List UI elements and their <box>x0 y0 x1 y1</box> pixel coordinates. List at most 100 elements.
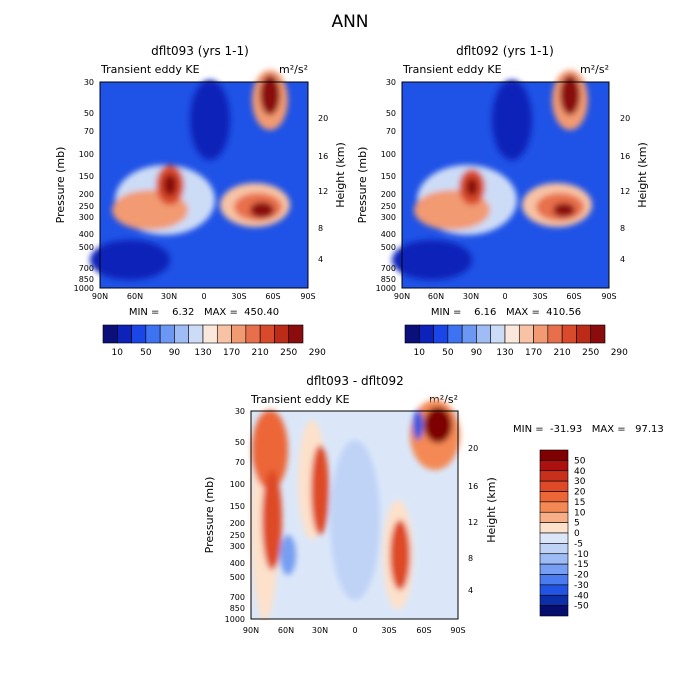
colorbar-label: -20 <box>574 571 589 581</box>
y-tick-label: 100 <box>79 150 94 159</box>
colorbar-swatch <box>539 584 569 596</box>
colorbar-swatch <box>539 480 569 492</box>
colorbar-swatch <box>590 324 606 344</box>
colorbar-swatch <box>174 324 190 344</box>
y-tick-label: 500 <box>79 243 94 252</box>
colorbar-swatch <box>539 563 569 575</box>
panel-subtitle: Transient eddy KE <box>100 63 200 76</box>
colorbar-label: -5 <box>574 539 583 549</box>
colorbar-swatch <box>116 324 132 344</box>
colorbar-swatch <box>539 532 569 544</box>
y-tick-label: 700 <box>79 264 94 273</box>
y-tick-label: 150 <box>381 172 396 181</box>
x-tick-label: 30S <box>532 292 547 301</box>
y-tick-label: 500 <box>230 573 245 582</box>
y-tick-label: 30 <box>386 78 396 87</box>
y-axis-title-right: Height (km) <box>334 142 347 208</box>
plot-area <box>392 70 610 289</box>
y-tick-label: 100 <box>381 150 396 159</box>
x-tick-label: 60N <box>127 292 143 301</box>
colorbar-label: -40 <box>574 591 589 601</box>
colorbar-label: 10 <box>112 348 124 358</box>
y-tick-label: 150 <box>79 172 94 181</box>
y-tick-label: 700 <box>381 264 396 273</box>
y-tick-label: 50 <box>386 109 396 118</box>
y-axis-title: Pressure (mb) <box>203 477 216 554</box>
y-tick-label: 70 <box>386 127 396 136</box>
panel-subtitle: Transient eddy KE <box>402 63 502 76</box>
colorbar-swatch <box>539 511 569 523</box>
colorbar-label: 290 <box>611 348 628 358</box>
colorbar-swatch <box>539 522 569 534</box>
colorbar-swatch <box>288 324 304 344</box>
plot-area <box>250 400 460 620</box>
colorbar-label: 210 <box>252 348 269 358</box>
colorbar-swatch <box>539 460 569 472</box>
x-tick-label: 90S <box>450 626 465 635</box>
y-tick-label: 300 <box>381 213 396 222</box>
y-tick-label: 1000 <box>376 284 396 293</box>
y-tick-label: 150 <box>230 502 245 511</box>
height-tick-label: 8 <box>620 224 625 233</box>
colorbar-swatch <box>561 324 577 344</box>
y-axis-title-right: Height (km) <box>636 142 649 208</box>
colorbar-swatch <box>533 324 549 344</box>
y-tick-label: 200 <box>79 190 94 199</box>
y-axis-title-right: Height (km) <box>485 477 498 543</box>
x-tick-label: 30S <box>231 292 246 301</box>
colorbar-swatch <box>433 324 449 344</box>
x-tick-label: 0 <box>502 292 507 301</box>
height-tick-label: 12 <box>468 518 478 527</box>
y-tick-label: 500 <box>381 243 396 252</box>
x-tick-label: 0 <box>201 292 206 301</box>
y-tick-label: 400 <box>381 230 396 239</box>
colorbar-label: 250 <box>582 348 599 358</box>
y-tick-label: 50 <box>84 109 94 118</box>
colorbar-swatch <box>231 324 247 344</box>
colorbar-label: -15 <box>574 560 589 570</box>
y-tick-label: 400 <box>79 230 94 239</box>
colorbar-label: -30 <box>574 581 589 591</box>
colorbar-label: 40 <box>574 467 586 477</box>
y-tick-label: 250 <box>381 202 396 211</box>
height-tick-label: 4 <box>620 255 625 264</box>
panel-subtitle: Transient eddy KE <box>250 393 350 406</box>
units-label: m²/s² <box>279 63 308 76</box>
colorbar: 10 50 90 130 170 210 250 290 <box>404 324 628 358</box>
colorbar-swatch <box>539 449 569 461</box>
y-tick-label: 700 <box>230 593 245 602</box>
y-tick-label: 850 <box>381 275 396 284</box>
colorbar-label: 50 <box>442 348 454 358</box>
colorbar-label: -50 <box>574 602 589 612</box>
panel-dflt092: dflt092 (yrs 1-1) Transient eddy KE m²/s… <box>356 44 649 358</box>
plot-area <box>90 70 309 289</box>
y-tick-label: 30 <box>84 78 94 87</box>
height-tick-label: 16 <box>318 152 328 161</box>
panel-dflt093: dflt093 (yrs 1-1) Transient eddy KE m²/s… <box>54 44 347 358</box>
x-tick-label: 60S <box>265 292 280 301</box>
x-tick-label: 60N <box>428 292 444 301</box>
colorbar-swatch <box>539 605 569 617</box>
colorbar-label: 130 <box>496 348 513 358</box>
colorbar-label: 290 <box>309 348 326 358</box>
x-tick-label: 90N <box>243 626 259 635</box>
x-axis: 90N 60N 30N 0 30S 60S 90S <box>394 292 617 301</box>
colorbar-swatch <box>539 594 569 606</box>
y-tick-label: 30 <box>235 407 245 416</box>
colorbar-swatch <box>404 324 420 344</box>
height-tick-label: 12 <box>620 187 630 196</box>
x-tick-label: 90S <box>300 292 315 301</box>
colorbar: 10 50 90 130 170 210 250 290 <box>102 324 326 358</box>
colorbar-label: -10 <box>574 550 589 560</box>
height-tick-label: 16 <box>468 482 478 491</box>
min-max-stats: MIN = 6.16 MAX = 410.56 <box>431 307 581 318</box>
panel-title: dflt092 (yrs 1-1) <box>456 44 554 58</box>
colorbar-label: 130 <box>194 348 211 358</box>
height-tick-label: 4 <box>318 255 323 264</box>
min-max-stats: MIN = 6.32 MAX = 450.40 <box>129 307 279 318</box>
colorbar-label: 170 <box>223 348 240 358</box>
colorbar-swatch <box>547 324 563 344</box>
colorbar-swatch <box>102 324 118 344</box>
x-tick-label: 90S <box>601 292 616 301</box>
y-tick-label: 200 <box>381 190 396 199</box>
